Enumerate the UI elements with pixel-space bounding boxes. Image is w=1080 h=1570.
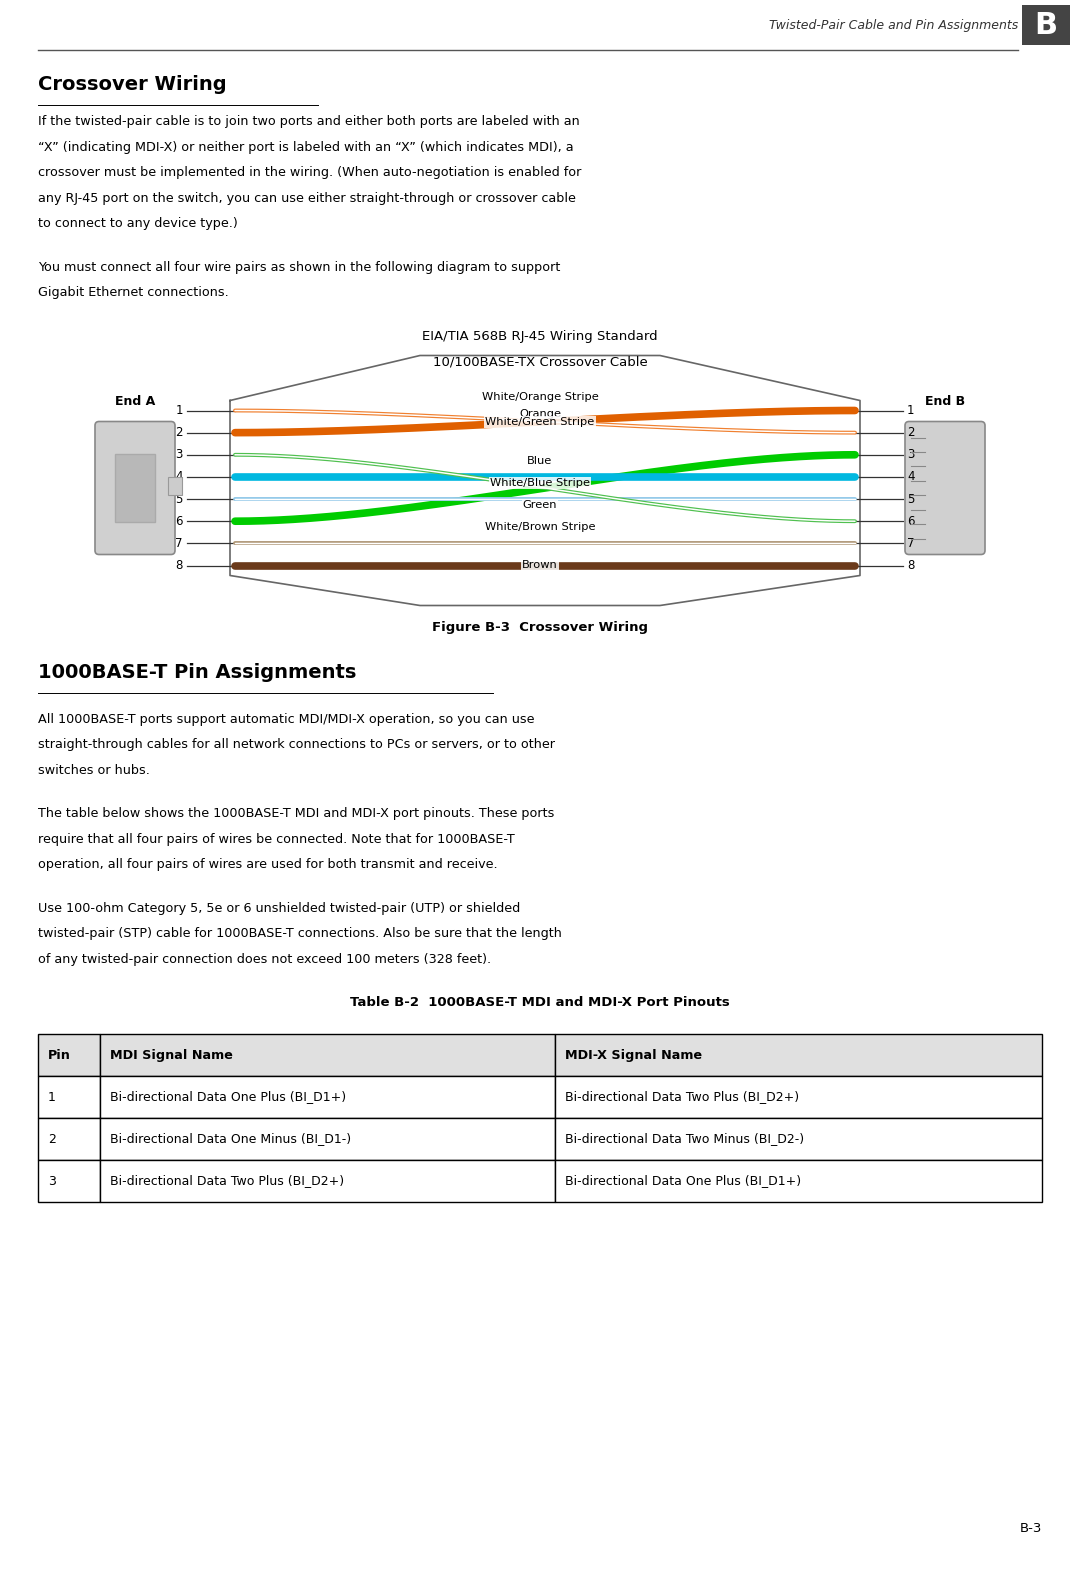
Text: Bi-directional Data One Plus (BI_D1+): Bi-directional Data One Plus (BI_D1+) xyxy=(110,1091,346,1104)
Text: Bi-directional Data Two Minus (BI_D2-): Bi-directional Data Two Minus (BI_D2-) xyxy=(565,1132,805,1146)
Text: Gigabit Ethernet connections.: Gigabit Ethernet connections. xyxy=(38,286,229,298)
Text: Figure B-3  Crossover Wiring: Figure B-3 Crossover Wiring xyxy=(432,620,648,634)
Text: 1: 1 xyxy=(907,403,915,418)
Text: If the twisted-pair cable is to join two ports and either both ports are labeled: If the twisted-pair cable is to join two… xyxy=(38,115,580,129)
Bar xyxy=(1022,5,1070,46)
Text: 7: 7 xyxy=(907,537,915,550)
Text: Table B-2  1000BASE-T MDI and MDI-X Port Pinouts: Table B-2 1000BASE-T MDI and MDI-X Port … xyxy=(350,995,730,1010)
Text: MDI Signal Name: MDI Signal Name xyxy=(110,1049,233,1061)
Text: B: B xyxy=(1035,11,1057,39)
Text: Crossover Wiring: Crossover Wiring xyxy=(38,75,227,94)
Text: 2: 2 xyxy=(48,1132,56,1146)
Text: 4: 4 xyxy=(175,471,183,484)
Text: The table below shows the 1000BASE-T MDI and MDI-X port pinouts. These ports: The table below shows the 1000BASE-T MDI… xyxy=(38,807,554,820)
Bar xyxy=(38,1035,100,1075)
Text: 2: 2 xyxy=(907,425,915,440)
Text: of any twisted-pair connection does not exceed 100 meters (328 feet).: of any twisted-pair connection does not … xyxy=(38,953,491,966)
Text: 3: 3 xyxy=(907,449,915,462)
Text: Bi-directional Data One Plus (BI_D1+): Bi-directional Data One Plus (BI_D1+) xyxy=(565,1174,801,1187)
Text: MDI-X Signal Name: MDI-X Signal Name xyxy=(565,1049,702,1061)
Text: End A: End A xyxy=(114,396,156,408)
Text: Orange: Orange xyxy=(519,408,561,419)
Text: “X” (indicating MDI-X) or neither port is labeled with an “X” (which indicates M: “X” (indicating MDI-X) or neither port i… xyxy=(38,140,573,154)
Text: End B: End B xyxy=(924,396,966,408)
Text: Green: Green xyxy=(523,501,557,510)
Text: 3: 3 xyxy=(176,449,183,462)
Text: B-3: B-3 xyxy=(1020,1521,1042,1535)
Text: Pin: Pin xyxy=(48,1049,71,1061)
Text: 1: 1 xyxy=(48,1091,56,1104)
Bar xyxy=(555,1035,1042,1075)
Bar xyxy=(38,1160,100,1203)
Text: 2: 2 xyxy=(175,425,183,440)
Text: operation, all four pairs of wires are used for both transmit and receive.: operation, all four pairs of wires are u… xyxy=(38,857,498,871)
Text: White/Orange Stripe: White/Orange Stripe xyxy=(482,391,598,402)
FancyBboxPatch shape xyxy=(95,421,175,554)
Bar xyxy=(100,1160,555,1203)
Text: 8: 8 xyxy=(176,559,183,571)
Text: crossover must be implemented in the wiring. (When auto-negotiation is enabled f: crossover must be implemented in the wir… xyxy=(38,166,581,179)
FancyBboxPatch shape xyxy=(905,421,985,554)
Bar xyxy=(168,477,183,495)
Text: 8: 8 xyxy=(907,559,915,571)
Text: twisted-pair (STP) cable for 1000BASE-T connections. Also be sure that the lengt: twisted-pair (STP) cable for 1000BASE-T … xyxy=(38,926,562,940)
Text: 5: 5 xyxy=(176,493,183,506)
Text: EIA/TIA 568B RJ-45 Wiring Standard: EIA/TIA 568B RJ-45 Wiring Standard xyxy=(422,330,658,342)
Text: White/Blue Stripe: White/Blue Stripe xyxy=(490,477,590,488)
Bar xyxy=(116,454,154,523)
Text: to connect to any device type.): to connect to any device type.) xyxy=(38,217,238,229)
Bar xyxy=(100,1118,555,1160)
Text: Use 100-ohm Category 5, 5e or 6 unshielded twisted-pair (UTP) or shielded: Use 100-ohm Category 5, 5e or 6 unshield… xyxy=(38,901,521,914)
Text: switches or hubs.: switches or hubs. xyxy=(38,763,150,777)
Bar xyxy=(555,1075,1042,1118)
Text: 1000BASE-T Pin Assignments: 1000BASE-T Pin Assignments xyxy=(38,663,356,681)
Text: Bi-directional Data Two Plus (BI_D2+): Bi-directional Data Two Plus (BI_D2+) xyxy=(110,1174,345,1187)
Text: Twisted-Pair Cable and Pin Assignments: Twisted-Pair Cable and Pin Assignments xyxy=(769,19,1018,31)
Bar xyxy=(555,1118,1042,1160)
Text: straight-through cables for all network connections to PCs or servers, or to oth: straight-through cables for all network … xyxy=(38,738,555,750)
Bar xyxy=(555,1160,1042,1203)
Text: 1: 1 xyxy=(175,403,183,418)
Text: 4: 4 xyxy=(907,471,915,484)
Text: Blue: Blue xyxy=(527,455,553,466)
Text: 7: 7 xyxy=(175,537,183,550)
Text: 6: 6 xyxy=(907,515,915,528)
Text: 3: 3 xyxy=(48,1174,56,1187)
Text: 10/100BASE-TX Crossover Cable: 10/100BASE-TX Crossover Cable xyxy=(433,355,647,367)
Text: Bi-directional Data Two Plus (BI_D2+): Bi-directional Data Two Plus (BI_D2+) xyxy=(565,1091,799,1104)
Text: White/Brown Stripe: White/Brown Stripe xyxy=(485,523,595,532)
Text: You must connect all four wire pairs as shown in the following diagram to suppor: You must connect all four wire pairs as … xyxy=(38,261,561,273)
Text: Brown: Brown xyxy=(522,560,558,570)
Text: any RJ-45 port on the switch, you can use either straight-through or crossover c: any RJ-45 port on the switch, you can us… xyxy=(38,192,576,204)
Text: Bi-directional Data One Minus (BI_D1-): Bi-directional Data One Minus (BI_D1-) xyxy=(110,1132,351,1146)
Bar xyxy=(38,1075,100,1118)
Text: require that all four pairs of wires be connected. Note that for 1000BASE-T: require that all four pairs of wires be … xyxy=(38,832,515,846)
Bar xyxy=(38,1118,100,1160)
Text: 6: 6 xyxy=(175,515,183,528)
Text: All 1000BASE-T ports support automatic MDI/MDI-X operation, so you can use: All 1000BASE-T ports support automatic M… xyxy=(38,713,535,725)
Bar xyxy=(100,1075,555,1118)
Bar xyxy=(100,1035,555,1075)
Text: 5: 5 xyxy=(907,493,915,506)
Text: White/Green Stripe: White/Green Stripe xyxy=(485,416,595,427)
